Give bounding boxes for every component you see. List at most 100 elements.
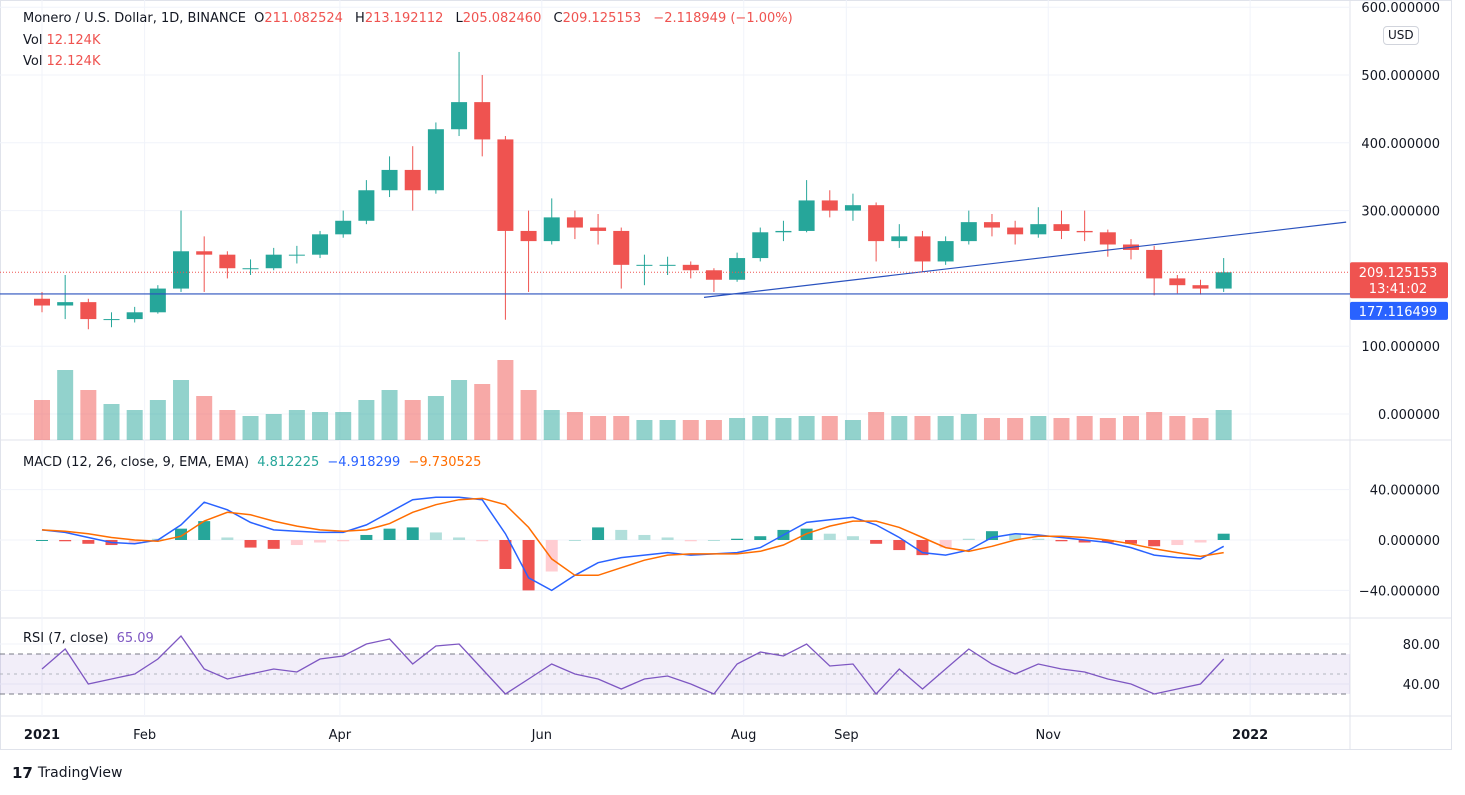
- macd-histogram-bar: [1055, 540, 1068, 542]
- macd-histogram-bar: [360, 534, 373, 540]
- volume-bar: [1030, 416, 1047, 440]
- volume-bar: [57, 370, 74, 440]
- macd-tick-label: −40.000000: [1359, 584, 1440, 599]
- candle-body: [126, 312, 143, 320]
- macd-histogram-bar: [684, 540, 697, 542]
- candle-body: [1099, 232, 1116, 245]
- volume-bar: [868, 412, 885, 440]
- macd-histogram-bar: [1078, 540, 1091, 543]
- macd-histogram-bar: [522, 540, 535, 591]
- low-value: 205.082460: [462, 11, 542, 26]
- macd-histogram-bar: [1148, 540, 1161, 547]
- candle-body: [566, 217, 583, 228]
- macd-value: −4.918299: [327, 455, 401, 470]
- last-price-label: 209.125153: [1359, 266, 1438, 281]
- candle-body: [451, 102, 468, 130]
- candle-body: [474, 102, 491, 140]
- line-price-label-bg: [1350, 301, 1448, 320]
- candle-body: [34, 298, 50, 306]
- countdown-label: 13:41:02: [1369, 282, 1427, 297]
- macd-histogram-bar: [1124, 540, 1137, 544]
- macd-histogram-bar: [1194, 540, 1207, 543]
- candle-body: [1076, 230, 1093, 233]
- macd-hist-value: 4.812225: [257, 455, 320, 470]
- volume-bar: [219, 410, 236, 440]
- macd-histogram-bar: [267, 540, 280, 549]
- x-tick-label: 2021: [24, 728, 60, 743]
- macd-histogram-bar: [244, 540, 257, 548]
- macd-histogram-bar: [985, 531, 998, 540]
- rsi-title[interactable]: RSI (7, close): [23, 631, 109, 646]
- macd-histogram-bar: [429, 532, 442, 540]
- candle-body: [219, 254, 236, 269]
- macd-histogram-bar: [846, 536, 859, 540]
- candle-body: [613, 230, 630, 265]
- volume-bar: [451, 380, 468, 440]
- candle-body: [335, 220, 352, 235]
- macd-histogram-bar: [383, 528, 396, 540]
- volume-bar: [1122, 416, 1139, 440]
- x-tick-label: Jun: [531, 728, 552, 743]
- macd-histogram-bar: [870, 540, 883, 544]
- candle-body: [1146, 249, 1163, 279]
- candle-body: [149, 288, 166, 313]
- macd-title[interactable]: MACD (12, 26, close, 9, EMA, EMA): [23, 455, 250, 470]
- candle-body: [358, 190, 375, 221]
- last-price-label-bg: [1350, 262, 1448, 299]
- candle-body: [590, 227, 607, 231]
- volume-bar: [1007, 418, 1024, 440]
- candle-body: [80, 302, 97, 320]
- macd-histogram-bar: [1032, 538, 1045, 540]
- volume-bar: [752, 416, 769, 440]
- volume-bar: [937, 416, 954, 440]
- macd-histogram-bar: [731, 538, 744, 540]
- chart-frame: [0, 0, 1452, 750]
- symbol-title[interactable]: Monero / U.S. Dollar, 1D, BINANCE: [23, 11, 246, 26]
- macd-histogram-bar: [82, 540, 95, 544]
- tradingview-logo[interactable]: 𝟭𝟳 TradingView: [12, 764, 123, 782]
- currency-button[interactable]: USD: [1383, 26, 1419, 45]
- macd-histogram-bar: [59, 540, 72, 542]
- tradingview-logo-icon: 𝟭𝟳: [12, 764, 33, 782]
- volume-legend-2: Vol 12.124K: [23, 54, 101, 69]
- macd-histogram-bar: [128, 540, 141, 544]
- volume-bar: [1146, 412, 1163, 440]
- candle-body: [520, 230, 537, 242]
- candle-body: [265, 254, 282, 269]
- macd-histogram-bar: [1217, 533, 1230, 540]
- volume-bar: [775, 418, 792, 440]
- volume-bar: [242, 416, 259, 440]
- volume-bar: [983, 418, 1000, 440]
- volume-bar: [520, 390, 537, 440]
- volume-bar: [80, 390, 97, 440]
- macd-histogram-bar: [36, 540, 48, 541]
- candle-body: [983, 222, 1000, 228]
- macd-histogram-bar: [499, 540, 512, 569]
- volume-bar: [914, 416, 931, 440]
- volume-bar: [149, 400, 166, 440]
- volume-bar: [729, 418, 746, 440]
- x-tick-label: Feb: [133, 728, 156, 743]
- candle-body: [937, 241, 954, 262]
- candle-body: [57, 302, 74, 306]
- candle-body: [960, 222, 977, 242]
- macd-histogram-bar: [615, 529, 628, 540]
- volume-bar: [312, 412, 329, 440]
- volume-bar: [497, 360, 514, 440]
- macd-histogram-bar: [453, 537, 466, 540]
- candle-body: [1030, 224, 1047, 235]
- price-legend: Monero / U.S. Dollar, 1D, BINANCE O211.0…: [23, 11, 793, 26]
- rsi-value: 65.09: [116, 631, 154, 646]
- volume-bar: [34, 400, 50, 440]
- x-tick-label: Nov: [1036, 728, 1062, 743]
- volume-bar: [798, 416, 815, 440]
- macd-histogram-bar: [754, 536, 767, 540]
- candle-body: [1007, 227, 1024, 235]
- volume-bar: [335, 412, 352, 440]
- macd-histogram-bar: [337, 540, 350, 542]
- macd-histogram-bar: [1009, 533, 1022, 540]
- macd-tick-label: 40.000000: [1370, 484, 1440, 499]
- candle-body: [1215, 272, 1232, 289]
- x-tick-label: 2022: [1232, 728, 1268, 743]
